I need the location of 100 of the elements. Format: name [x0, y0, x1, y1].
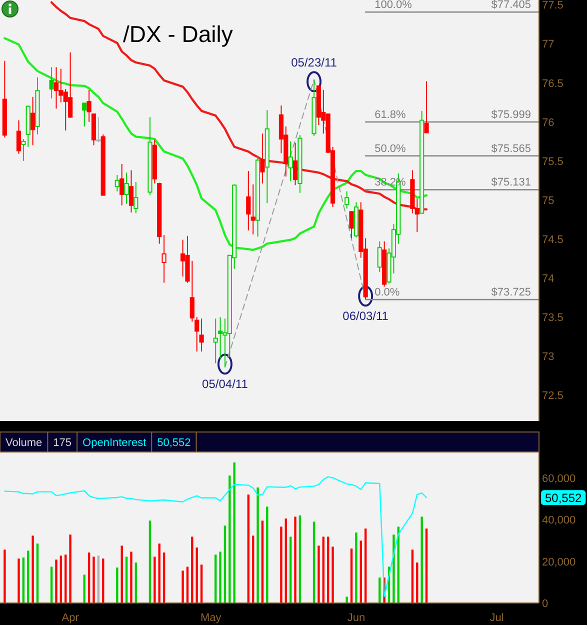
- bar: [416, 562, 418, 603]
- bar: [130, 552, 132, 603]
- annotation: 05/23/11: [291, 56, 338, 70]
- candlestick: [100, 134, 106, 196]
- candlestick: [26, 104, 30, 148]
- bar: [392, 534, 395, 603]
- annotation: 0.0%: [374, 286, 400, 299]
- bar: [289, 536, 292, 603]
- bar: [27, 550, 30, 603]
- bar: [191, 536, 194, 603]
- candlestick: [298, 134, 302, 194]
- bar: [411, 550, 414, 603]
- bar: [134, 562, 138, 603]
- bar: [294, 516, 296, 603]
- bar: [182, 570, 184, 603]
- bar: [332, 546, 334, 603]
- text: OpenInterest: [82, 437, 146, 449]
- candlestick: [134, 181, 138, 214]
- bar: [346, 596, 348, 603]
- bar: [280, 526, 282, 603]
- bar: [55, 560, 58, 603]
- y-tick-label: 60,000: [542, 472, 576, 485]
- bar: [18, 558, 20, 603]
- candlestick: [354, 202, 359, 238]
- text: 175: [53, 437, 72, 449]
- candlestick: [2, 60, 7, 138]
- candlestick: [250, 184, 256, 235]
- y-tick-label: 75: [542, 194, 554, 207]
- bar: [186, 566, 189, 603]
- text: 50,552: [157, 437, 191, 449]
- annotation: 100.0%: [374, 0, 412, 12]
- bar: [350, 548, 353, 603]
- text: /DX - Daily: [123, 21, 234, 47]
- candlestick: [91, 114, 96, 146]
- candlestick: [377, 240, 382, 272]
- candlestick: [213, 318, 218, 364]
- annotation: 50.0%: [374, 142, 406, 155]
- candlestick: [424, 80, 429, 134]
- y-tick-label: 76: [542, 116, 554, 129]
- bar: [36, 544, 39, 603]
- text: Volume: [5, 437, 42, 449]
- bar: [196, 548, 198, 603]
- candlestick: [260, 133, 265, 184]
- x-tick-label: Apr: [62, 612, 80, 624]
- annotation: $75.565: [491, 142, 531, 155]
- bar: [4, 550, 6, 603]
- bar: [322, 536, 324, 603]
- candlestick: [35, 76, 40, 135]
- annotation: $73.725: [491, 286, 531, 299]
- y-tick-label: 74.5: [542, 234, 564, 246]
- candlestick: [30, 96, 36, 146]
- bar: [32, 536, 34, 603]
- bar: [228, 476, 231, 603]
- bar: [355, 532, 358, 603]
- bar: [22, 558, 25, 603]
- x-tick-label: Jun: [347, 612, 366, 624]
- bar: [252, 536, 254, 603]
- y-tick-label: 77: [542, 38, 554, 51]
- bar: [284, 518, 288, 603]
- candlestick: [120, 164, 124, 206]
- annotation: $77.405: [491, 0, 531, 12]
- bar: [60, 556, 62, 603]
- y-tick-label: 74: [542, 273, 554, 286]
- candlestick: [21, 138, 26, 162]
- candlestick: [349, 211, 354, 239]
- bar: [200, 564, 203, 603]
- candlestick: [264, 110, 270, 204]
- candlestick: [420, 110, 424, 214]
- bar: [312, 522, 316, 603]
- bar: [158, 544, 160, 603]
- candlestick: [114, 174, 120, 192]
- annotation: 05/04/11: [202, 377, 248, 392]
- bar: [298, 515, 302, 603]
- y-tick-label: 77.5: [542, 0, 564, 12]
- annotation: $75.999: [491, 108, 531, 121]
- bar: [92, 556, 95, 603]
- candlestick: [382, 240, 387, 288]
- bar: [83, 574, 86, 603]
- candlestick: [157, 182, 162, 244]
- y-tick-label: 73.5: [542, 312, 564, 324]
- bar: [247, 494, 250, 603]
- annotation: 61.8%: [374, 108, 406, 121]
- bar: [50, 566, 53, 603]
- bar: [224, 526, 226, 603]
- x-tick-label: May: [200, 612, 222, 624]
- candlestick: [124, 172, 129, 204]
- candlestick: [246, 170, 251, 231]
- bar: [97, 556, 100, 603]
- candlestick: [344, 190, 350, 210]
- bar: [148, 520, 152, 603]
- candlestick: [49, 66, 54, 99]
- text: 50,552: [545, 490, 582, 505]
- y-tick-label: 75.5: [542, 156, 564, 168]
- bar: [116, 568, 118, 603]
- bar: [219, 552, 222, 603]
- line-series: [50, 1, 428, 210]
- y-tick-label: 76.5: [542, 78, 564, 90]
- bar: [214, 554, 217, 603]
- bar: [125, 556, 128, 603]
- bar: [256, 487, 259, 603]
